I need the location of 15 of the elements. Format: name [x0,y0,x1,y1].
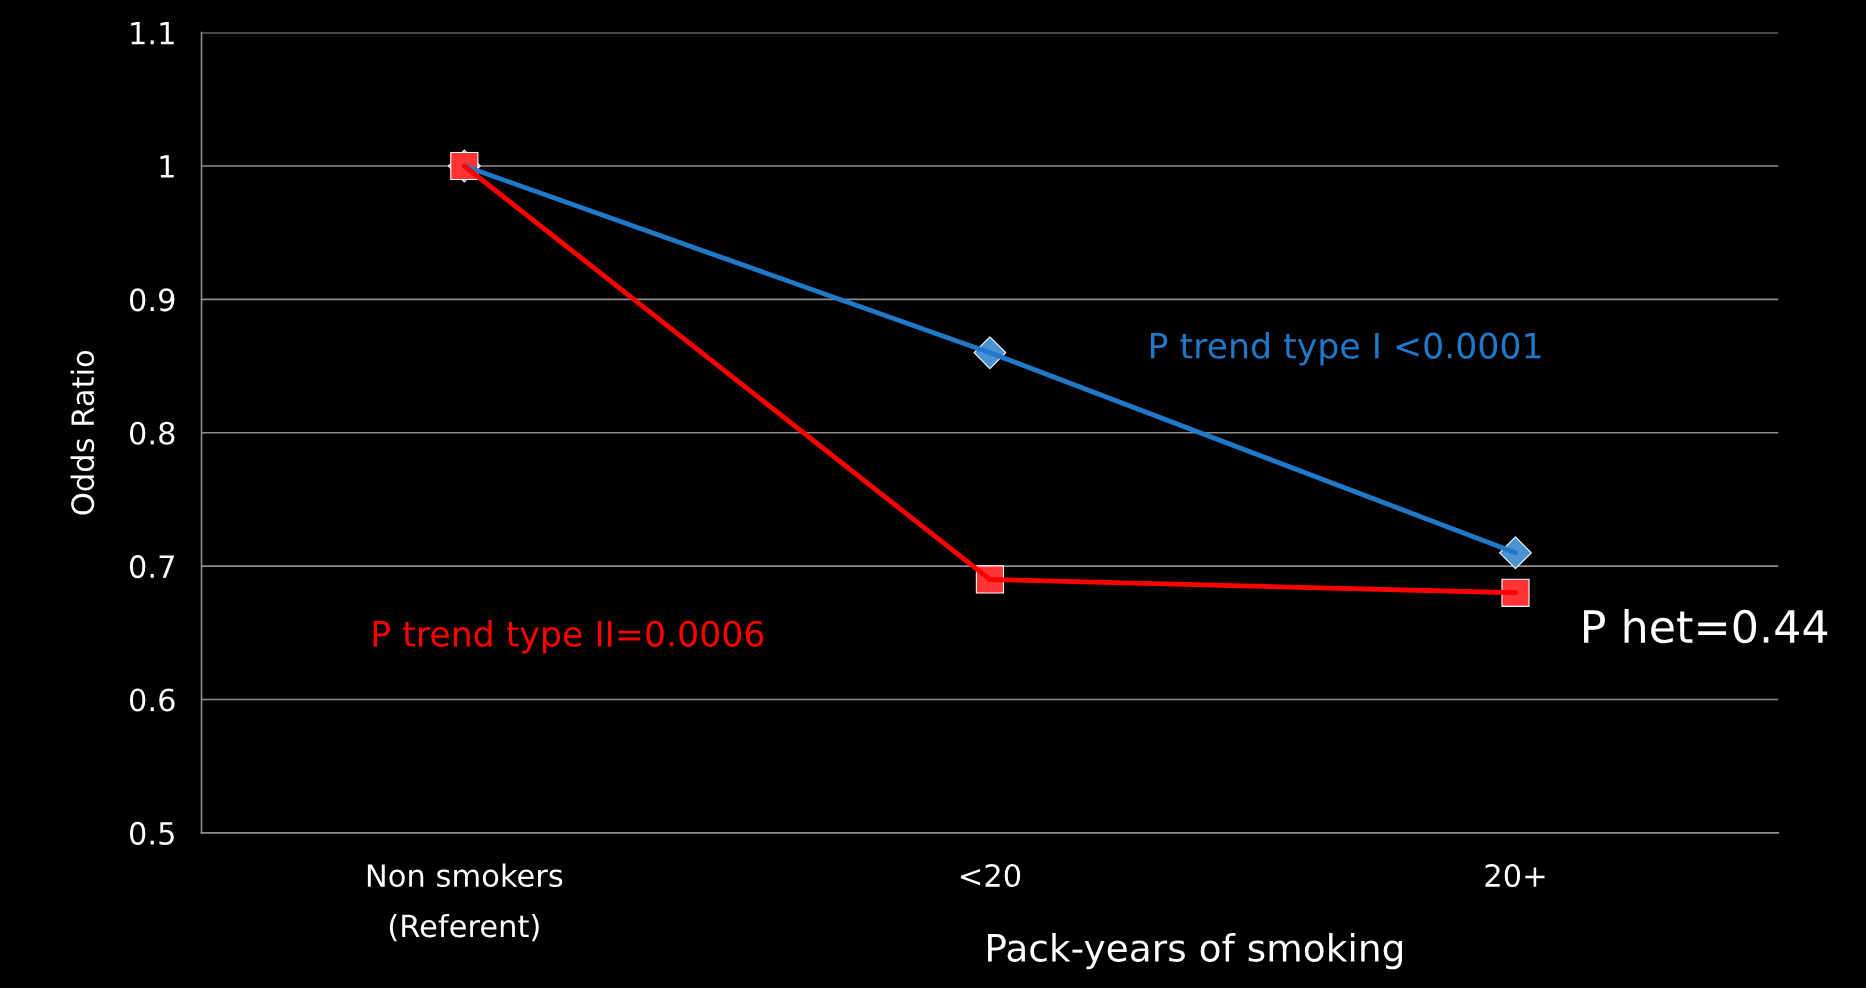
annotation: P trend type I <0.0001 [1151,331,1541,366]
annotation: P trend type II=0.0006 [373,620,764,654]
x-axis-title: Pack-years of smoking [988,932,1402,970]
y-tick-label: 0.6 [129,688,175,712]
annotation: P het=0.44 [1583,608,1828,644]
y-tick-label: 0.7 [129,555,174,579]
y-tick-label: 1 [160,155,174,178]
y-axis-title: Odds Ratio [70,350,95,515]
x-tick-label: <20 [960,863,1021,888]
y-tick-label: 0.9 [129,288,175,312]
y-tick-label: 0.5 [129,821,174,845]
x-tick-label: Non smokers (Referent) [367,863,563,942]
x-tick-label: 20+ [1485,863,1545,888]
y-tick-label: 0.8 [129,421,175,445]
y-tick-label: 1.1 [131,21,174,45]
